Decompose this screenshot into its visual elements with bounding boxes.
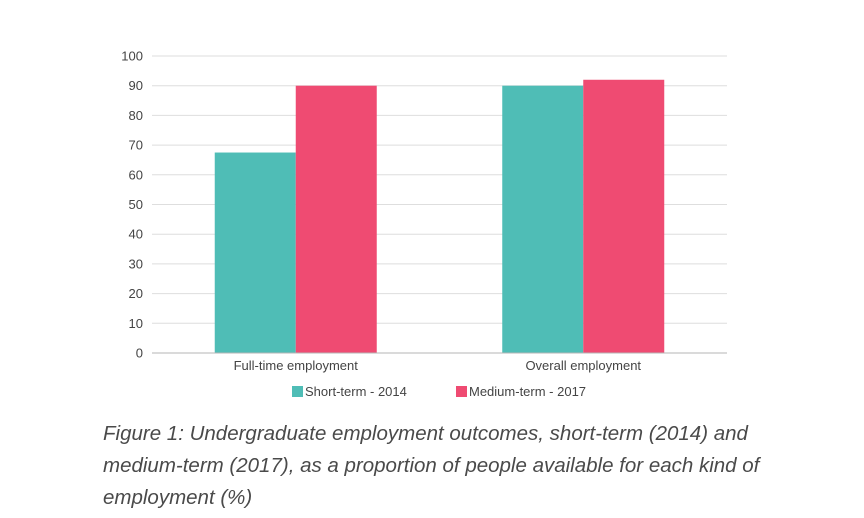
y-tick-label: 70 [129, 138, 143, 153]
y-tick-label: 30 [129, 256, 143, 271]
bar-medium-term-overall [583, 79, 665, 353]
y-tick-label: 80 [129, 108, 143, 123]
bar-chart: 0 10 20 30 40 50 60 70 80 90 100 Full-time employm… [121, 49, 727, 399]
y-tick-label: 40 [129, 227, 143, 242]
figure-caption: Figure 1: Undergraduate employment outco… [103, 422, 760, 509]
y-tick-label: 0 [136, 346, 143, 361]
legend-swatch [456, 386, 467, 397]
legend: Short-term - 2014 Medium-term - 2017 [292, 384, 586, 399]
y-tick-label: 100 [121, 49, 143, 64]
legend-label: Medium-term - 2017 [469, 384, 586, 399]
y-axis-ticks: 0 10 20 30 40 50 60 70 80 90 100 [121, 49, 143, 361]
y-tick-label: 60 [129, 167, 143, 182]
y-tick-label: 20 [129, 286, 143, 301]
x-category-label: Full-time employment [234, 358, 359, 373]
bars [214, 79, 665, 353]
y-tick-label: 10 [129, 316, 143, 331]
bar-short-term-overall [502, 85, 584, 353]
legend-swatch [292, 386, 303, 397]
y-tick-label: 90 [129, 78, 143, 93]
bar-short-term-full-time [214, 152, 296, 353]
bar-medium-term-full-time [295, 85, 377, 353]
category-labels: Full-time employment Overall employment [234, 358, 642, 373]
x-category-label: Overall employment [525, 358, 641, 373]
y-tick-label: 50 [129, 197, 143, 212]
legend-label: Short-term - 2014 [305, 384, 407, 399]
